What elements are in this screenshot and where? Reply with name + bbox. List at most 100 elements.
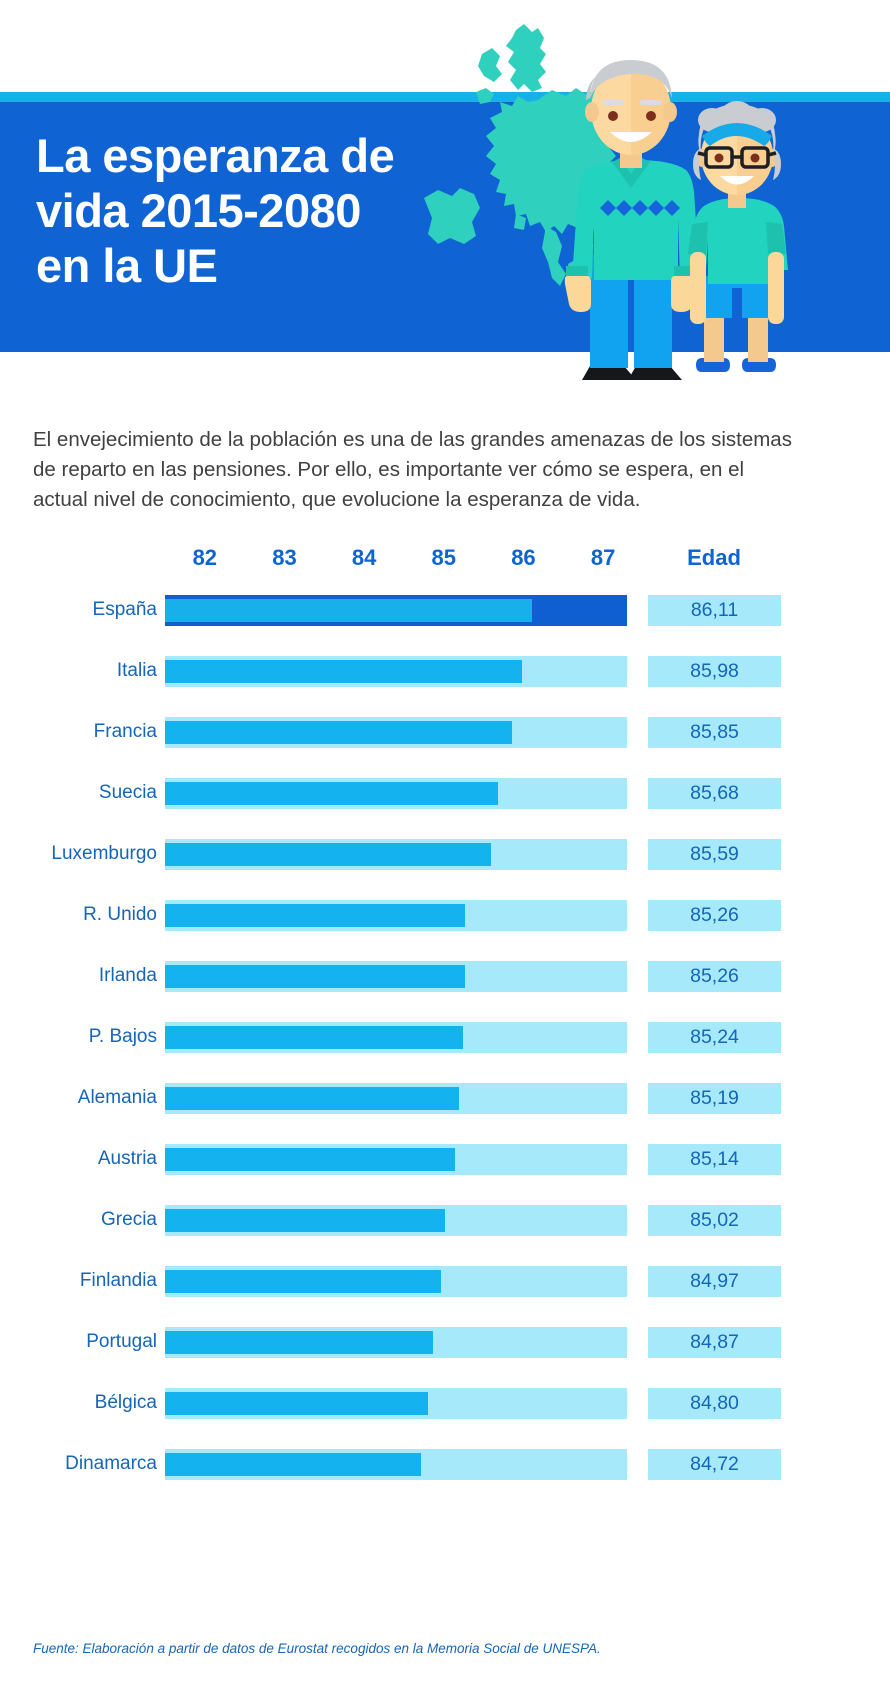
source-note: Fuente: Elaboración a partir de datos de… [33,1641,601,1656]
bar-track [165,595,627,626]
value-label: 84,72 [690,1453,739,1475]
value-label: 85,14 [690,1148,739,1170]
value-box: 85,19 [648,1083,781,1114]
chart-row: Dinamarca 84,72 [0,1439,890,1500]
value-label: 85,02 [690,1209,739,1231]
bar-track [165,1327,627,1358]
country-label: Francia [93,721,157,742]
value-box: 84,87 [648,1327,781,1358]
bar-track [165,778,627,809]
bar-track [165,1144,627,1175]
bar-fill [165,660,522,683]
title-line-1: La esperanza de [36,129,395,182]
country-label: Suecia [98,782,157,803]
value-label: 86,11 [690,599,739,621]
chart-row: Suecia 85,68 [0,768,890,829]
chart-x-axis: Edad 82 83 84 85 86 87 [0,545,890,585]
chart-row: Italia 85,98 [0,646,890,707]
country-label: Portugal [86,1331,157,1352]
country-label: Irlanda [98,965,157,986]
value-box: 85,59 [648,839,781,870]
chart-row: Luxemburgo 85,59 [0,829,890,890]
value-box: 84,80 [648,1388,781,1419]
value-label: 84,87 [690,1331,739,1353]
axis-tick-87: 87 [590,545,616,570]
axis-tick-84: 84 [351,545,377,570]
bar-fill [165,599,533,622]
country-label: Austria [97,1148,157,1169]
bar-track [165,839,627,870]
value-label: 84,97 [690,1270,739,1292]
chart-row: R. Unido 85,26 [0,890,890,951]
bar-fill [165,965,465,988]
bar-fill [165,1392,428,1415]
chart-row: Portugal 84,87 [0,1317,890,1378]
chart-row: P. Bajos 85,24 [0,1012,890,1073]
axis-tick-86: 86 [511,545,536,570]
chart-row: Austria 85,14 [0,1134,890,1195]
life-expectancy-chart: Edad 82 83 84 85 86 87 España 86,11 Italia 85,98… [0,545,890,1500]
value-box: 85,98 [648,656,781,687]
country-label: R. Unido [83,904,157,925]
country-label: Alemania [77,1087,157,1108]
chart-row: Grecia 85,02 [0,1195,890,1256]
value-box: 84,72 [648,1449,781,1480]
bar-track [165,1083,627,1114]
value-label: 85,68 [690,782,739,804]
value-box: 85,85 [648,717,781,748]
bar-track [165,1266,627,1297]
country-label: P. Bajos [88,1026,157,1047]
bar-fill [165,1148,455,1171]
country-label: Dinamarca [65,1453,157,1474]
value-label: 85,85 [690,721,739,743]
chart-row: Finlandia 84,97 [0,1256,890,1317]
country-label: Finlandia [79,1270,157,1291]
country-label: España [92,599,157,620]
bar-track [165,656,627,687]
value-label: 85,24 [690,1026,739,1048]
chart-row: Alemania 85,19 [0,1073,890,1134]
bar-fill [165,1453,422,1476]
value-label: 84,80 [690,1392,739,1414]
axis-tick-82: 82 [192,545,218,570]
country-label: Grecia [101,1209,157,1230]
bar-fill [165,1209,446,1232]
bar-track [165,1388,627,1419]
axis-tick-83: 83 [272,545,297,570]
value-box: 86,11 [648,595,781,626]
country-label: Italia [116,660,157,681]
value-box: 85,26 [648,961,781,992]
bar-fill [165,1270,442,1293]
chart-rows: España 86,11 Italia 85,98 Francia 85,85 Suecia… [0,585,890,1500]
value-label: 85,26 [690,965,739,987]
value-box: 85,14 [648,1144,781,1175]
bar-fill [165,1026,463,1049]
bar-fill [165,782,498,805]
intro-paragraph: El envejecimiento de la población es una… [33,427,792,511]
bar-track [165,717,627,748]
header-top-strip [0,92,890,102]
elderly-couple-illustration [564,60,788,380]
bar-fill [165,721,512,744]
title-line-2: vida 2015-2080 [36,184,361,237]
bar-track [165,1205,627,1236]
bar-track [165,1022,627,1053]
title-line-3: en la UE [36,239,218,292]
value-label: 85,19 [690,1087,739,1109]
bar-track [165,1449,627,1480]
value-label: 85,26 [690,904,739,926]
bar-track [165,961,627,992]
country-label: Luxemburgo [51,843,157,864]
axis-tick-85: 85 [431,545,457,570]
bar-fill [165,1331,434,1354]
bar-fill [165,843,491,866]
bar-fill [165,1087,459,1110]
value-label: 85,59 [690,843,739,865]
page-title: La esperanza de vida 2015-2080 en la UE [36,128,556,293]
value-box: 85,26 [648,900,781,931]
chart-row: España 86,11 [0,585,890,646]
value-box: 85,02 [648,1205,781,1236]
country-label: Bélgica [94,1392,157,1413]
bar-track [165,900,627,931]
